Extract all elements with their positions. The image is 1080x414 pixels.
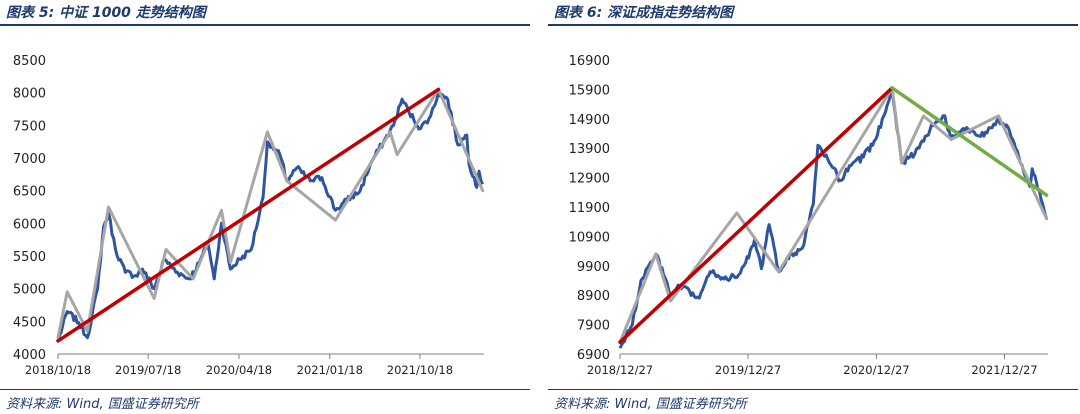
y-tick-label: 5000 — [13, 283, 46, 298]
x-tick-label: 2021/12/27 — [971, 363, 1037, 377]
source-divider — [548, 389, 1078, 390]
x-tick-label: 2021/10/18 — [387, 363, 453, 377]
swing-structure-line — [56, 87, 485, 340]
szse-component-line-chart: 6900 7900 8900 9900 10900 11900 12900 13900 1490… — [569, 54, 1049, 377]
y-tick-label: 12900 — [569, 172, 610, 187]
csi1000-line-chart: 4000 4500 5000 5500 6000 6500 7000 7500 8000 8500… — [13, 54, 485, 377]
x-tick-label: 2020/12/27 — [843, 363, 909, 377]
y-tick-label: 7000 — [13, 152, 46, 167]
chart-title: 图表 5: 中证 1000 走势结构图 — [6, 5, 206, 21]
y-tick-label: 6000 — [13, 217, 46, 232]
y-tick-label: 15900 — [569, 83, 610, 98]
y-tick-label: 6900 — [577, 348, 610, 363]
y-tick-label: 8900 — [577, 289, 610, 304]
y-tick-label: 11900 — [569, 201, 610, 216]
y-tick-label: 14900 — [569, 113, 610, 128]
y-tick-label: 4000 — [13, 348, 46, 363]
chart-panel-szse-component: 图表 6: 深证成指走势结构图 6900 7900 8900 9900 10900 119… — [548, 0, 1078, 414]
y-tick-label: 7900 — [577, 319, 610, 334]
y-tick-label: 8500 — [13, 54, 46, 69]
uptrend-line — [56, 87, 441, 343]
y-tick-label: 10900 — [569, 230, 610, 245]
chart-panel-csi1000: 图表 5: 中证 1000 走势结构图 4000 4500 5000 5500 6000… — [0, 0, 530, 414]
y-tick-label: 6500 — [13, 185, 46, 200]
y-tick-label: 7500 — [13, 119, 46, 134]
source-divider — [0, 389, 530, 390]
y-tick-label: 13900 — [569, 142, 610, 157]
y-tick-label: 5500 — [13, 250, 46, 265]
x-tick-label: 2020/04/18 — [206, 363, 272, 377]
y-tick-label: 8000 — [13, 87, 46, 102]
uptrend-line — [618, 86, 894, 344]
title-divider — [0, 24, 530, 26]
index-series-line — [56, 91, 485, 342]
chart-title: 图表 6: 深证成指走势结构图 — [554, 5, 734, 21]
title-divider — [548, 24, 1078, 26]
downtrend-line — [890, 86, 1049, 197]
x-tick-label: 2019/12/27 — [715, 363, 781, 377]
y-tick-label: 4500 — [13, 315, 46, 330]
x-tick-label: 2018/12/27 — [587, 363, 653, 377]
y-tick-label: 9900 — [577, 260, 610, 275]
x-tick-label: 2018/10/18 — [25, 363, 91, 377]
chart-source: 资料来源: Wind, 国盛证券研究所 — [554, 397, 747, 412]
x-tick-label: 2019/07/18 — [115, 363, 181, 377]
x-tick-label: 2021/01/18 — [297, 363, 363, 377]
y-tick-label: 16900 — [569, 54, 610, 69]
swing-structure-line — [618, 86, 1049, 344]
index-series-line — [618, 87, 1049, 349]
chart-source: 资料来源: Wind, 国盛证券研究所 — [6, 397, 199, 412]
